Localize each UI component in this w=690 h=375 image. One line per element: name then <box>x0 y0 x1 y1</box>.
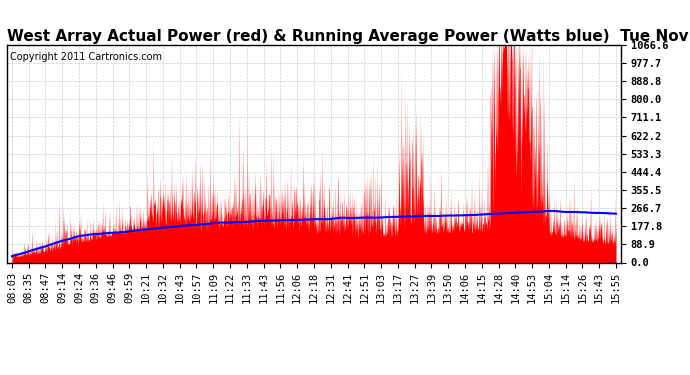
Text: West Array Actual Power (red) & Running Average Power (Watts blue)  Tue Nov 29 1: West Array Actual Power (red) & Running … <box>7 29 690 44</box>
Text: Copyright 2011 Cartronics.com: Copyright 2011 Cartronics.com <box>10 51 162 62</box>
